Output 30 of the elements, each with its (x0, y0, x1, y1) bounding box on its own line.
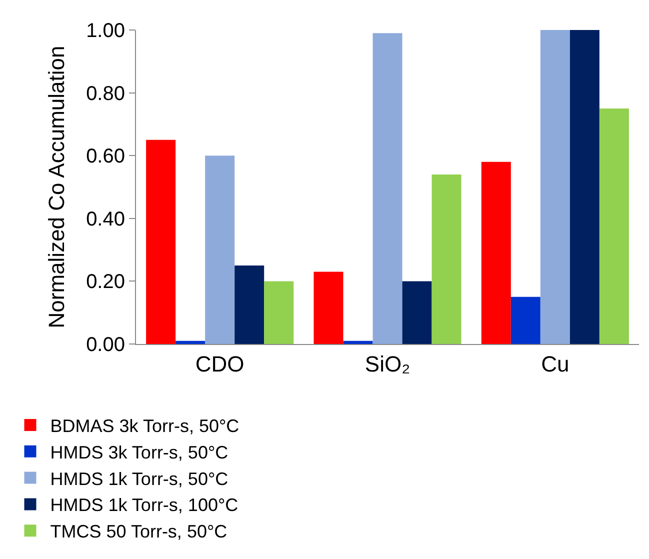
y-tick-label: 0.60 (86, 146, 125, 168)
bar (234, 266, 264, 344)
bar (314, 272, 344, 344)
bar (510, 296, 540, 344)
legend-label: BDMAS 3k Torr-s, 50°C (50, 416, 240, 436)
bar (481, 162, 511, 344)
y-tick-label: 0.00 (86, 334, 125, 356)
legend-label: HMDS 3k Torr-s, 50°C (50, 442, 228, 462)
bar (343, 340, 373, 344)
bar (176, 340, 206, 344)
y-tick-label: 0.40 (86, 208, 125, 230)
x-tick-label: SiO₂ (364, 351, 410, 376)
legend-label: TMCS 50 Torr-s, 50°C (50, 522, 228, 542)
bar (146, 140, 176, 344)
bar (570, 30, 600, 344)
bar (402, 281, 432, 344)
bar (372, 33, 402, 344)
bar (205, 156, 235, 344)
bar (432, 174, 462, 344)
y-axis-title: Normalized Co Accumulation (44, 46, 69, 328)
x-tick-label: Cu (541, 351, 570, 376)
bar (599, 108, 629, 344)
y-tick-label: 0.20 (86, 271, 125, 294)
bar (540, 30, 570, 344)
legend-label: HMDS 1k Torr-s, 100°C (50, 495, 238, 516)
bar (264, 281, 294, 344)
x-tick-label: CDO (195, 351, 244, 376)
y-tick-label: 1.00 (86, 20, 125, 42)
legend-label: HMDS 1k Torr-s, 50°C (50, 468, 228, 489)
y-tick-label: 0.80 (86, 82, 125, 105)
